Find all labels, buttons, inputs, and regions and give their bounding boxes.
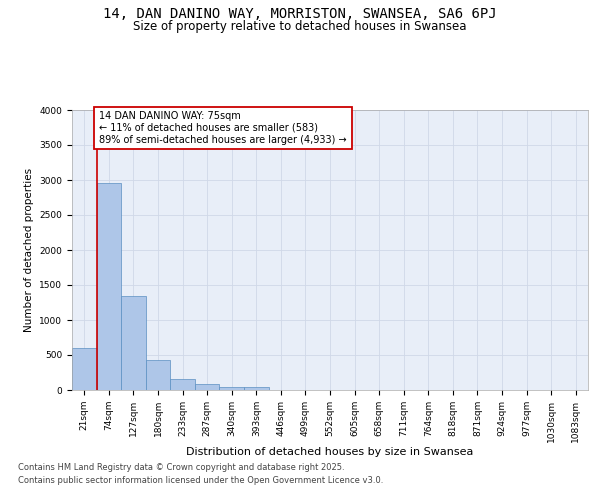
- Bar: [220, 386, 244, 390]
- Text: 14, DAN DANINO WAY, MORRISTON, SWANSEA, SA6 6PJ: 14, DAN DANINO WAY, MORRISTON, SWANSEA, …: [103, 8, 497, 22]
- Bar: [244, 386, 269, 390]
- Text: 14 DAN DANINO WAY: 75sqm
← 11% of detached houses are smaller (583)
89% of semi-: 14 DAN DANINO WAY: 75sqm ← 11% of detach…: [99, 112, 347, 144]
- Bar: [121, 296, 146, 390]
- Bar: [146, 360, 170, 390]
- Text: Contains public sector information licensed under the Open Government Licence v3: Contains public sector information licen…: [18, 476, 383, 485]
- Bar: [195, 384, 220, 390]
- Text: Size of property relative to detached houses in Swansea: Size of property relative to detached ho…: [133, 20, 467, 33]
- Y-axis label: Number of detached properties: Number of detached properties: [24, 168, 34, 332]
- X-axis label: Distribution of detached houses by size in Swansea: Distribution of detached houses by size …: [187, 448, 473, 458]
- Bar: [97, 184, 121, 390]
- Bar: [72, 348, 97, 390]
- Bar: [170, 379, 195, 390]
- Text: Contains HM Land Registry data © Crown copyright and database right 2025.: Contains HM Land Registry data © Crown c…: [18, 464, 344, 472]
